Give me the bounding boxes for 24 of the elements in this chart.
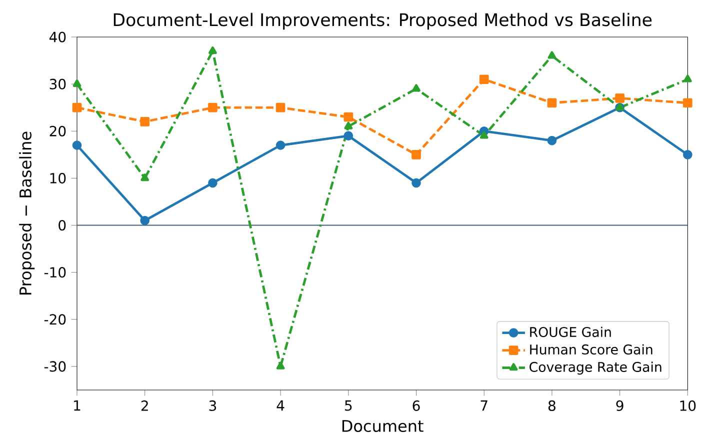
legend-label: Coverage Rate Gain <box>530 362 662 375</box>
x-tick-label: 10 <box>680 400 696 411</box>
y-tick-label: -30 <box>44 361 66 372</box>
x-axis-title: Document <box>342 420 424 432</box>
x-tick-label: 6 <box>412 400 420 411</box>
x-tick-label: 8 <box>548 400 556 411</box>
x-tick-label: 4 <box>276 400 284 411</box>
x-tick-label: 7 <box>480 400 488 411</box>
legend-label: Human Score Gain <box>530 344 652 355</box>
y-tick-label: 40 <box>49 32 66 42</box>
y-tick-label: -20 <box>44 314 66 325</box>
y-tick-label: -10 <box>44 267 66 278</box>
y-tick-label: 30 <box>50 78 66 90</box>
y-tick-label: 10 <box>50 172 66 184</box>
y-tick-label: 20 <box>50 126 66 136</box>
x-tick-label: 2 <box>141 400 148 411</box>
x-tick-label: 3 <box>209 400 216 411</box>
legend-label: ROUGE Gain <box>530 326 611 338</box>
y-axis-title: Proposed − Baseline <box>19 132 35 294</box>
x-tick-label: 9 <box>616 400 624 411</box>
y-tick-label: 0 <box>58 220 66 231</box>
x-tick-label: 5 <box>345 400 352 411</box>
chart-title: Document-Level Improvements: Proposed Method vs Baseline <box>114 12 652 30</box>
x-tick-label: 1 <box>74 400 80 411</box>
